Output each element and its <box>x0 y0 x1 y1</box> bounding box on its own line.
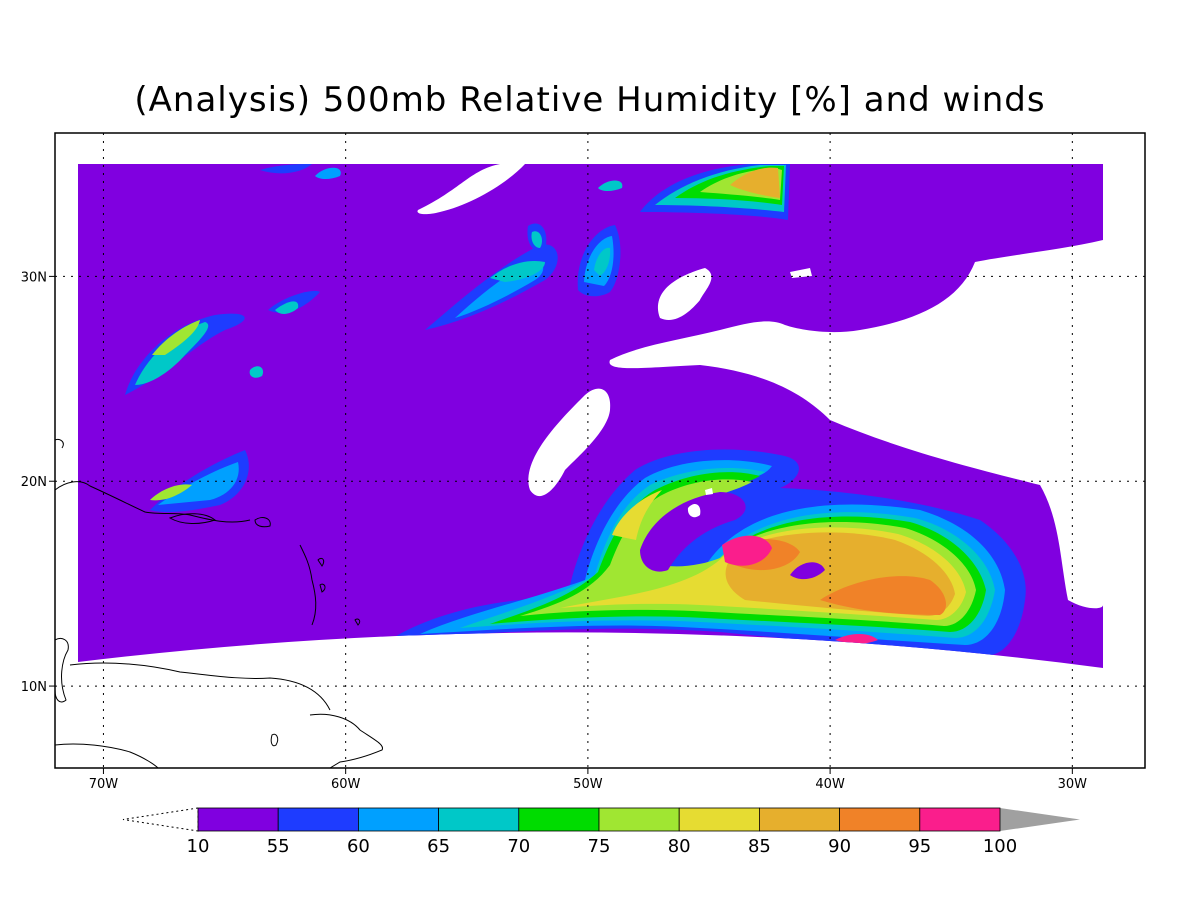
colorbar-level-label: 75 <box>588 836 611 857</box>
lon-tick-label: 50W <box>573 777 603 792</box>
colorbar-swatch <box>197 807 279 832</box>
map-title: (Analysis) 500mb Relative Humidity [%] a… <box>134 80 1046 120</box>
humidity-field <box>125 164 1103 656</box>
colorbar-under-arrow <box>122 807 199 832</box>
colorbar-level-label: 95 <box>908 836 931 857</box>
storm-core <box>722 535 772 566</box>
colorbar-swatch <box>438 807 520 832</box>
colorbar-level-label: 85 <box>748 836 771 857</box>
colorbar-swatch <box>678 807 760 832</box>
lon-tick-label: 70W <box>89 777 119 792</box>
lon-tick-label: 30W <box>1058 777 1088 792</box>
lon-tick-label: 40W <box>815 777 845 792</box>
coastlines <box>55 439 384 768</box>
dry-region-east <box>609 240 1103 609</box>
colorbar-swatch <box>598 807 680 832</box>
colorbar: 10 55 60 65 70 75 80 85 90 95 100 <box>122 807 1080 857</box>
graticule <box>55 133 1145 768</box>
colorbar-level-label: 65 <box>427 836 450 857</box>
lat-tick-label: 10N <box>21 680 47 695</box>
colorbar-swatch <box>357 807 439 832</box>
colorbar-level-label: 80 <box>668 836 691 857</box>
colorbar-over-arrow <box>1000 808 1080 831</box>
colorbar-level-label: 100 <box>983 836 1017 857</box>
lat-tick-label: 30N <box>21 270 47 285</box>
colorbar-swatch <box>759 807 841 832</box>
latitude-ticks: 10N 20N 30N <box>21 270 55 695</box>
map-frame <box>54 132 1146 769</box>
dry-region-west <box>528 388 611 497</box>
colorbar-level-label: 90 <box>828 836 851 857</box>
colorbar-swatch <box>518 807 600 832</box>
colorbar-level-label: 10 <box>187 836 210 857</box>
lat-tick-label: 20N <box>21 475 47 490</box>
colorbar-level-label: 70 <box>507 836 530 857</box>
longitude-ticks: 70W 60W 50W 40W 30W <box>89 768 1087 792</box>
dry-speck <box>790 268 812 278</box>
lon-tick-label: 60W <box>331 777 361 792</box>
dry-region-upper <box>417 164 525 215</box>
colorbar-level-label: 55 <box>267 836 290 857</box>
colorbar-swatch <box>919 807 1001 832</box>
colorbar-level-label: 60 <box>347 836 370 857</box>
dry-region-bubble <box>658 268 712 320</box>
colorbar-swatch <box>277 807 359 832</box>
map-plot-area <box>55 133 1145 768</box>
colorbar-swatch <box>839 807 921 832</box>
